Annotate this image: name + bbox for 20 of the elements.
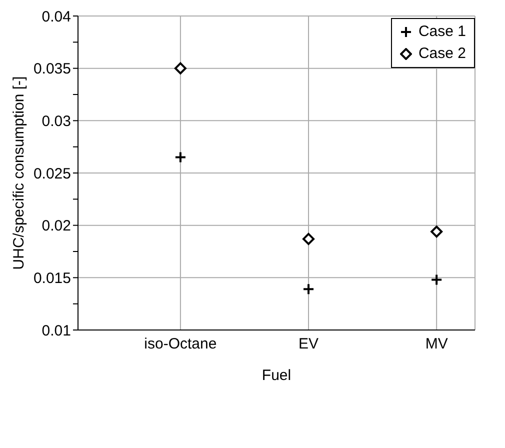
- x-tick-label: EV: [298, 336, 319, 353]
- point: [174, 151, 186, 164]
- y-tick-label: 0.025: [33, 165, 71, 182]
- x-axis-title: Fuel: [262, 367, 292, 384]
- point: [174, 62, 186, 74]
- y-tick-label: 0.015: [33, 270, 71, 287]
- y-tick-label: 0.02: [42, 218, 71, 235]
- y-tick-label: 0.035: [33, 60, 71, 78]
- point: [430, 274, 443, 286]
- y-axis-title: UHC/specific consumption [-]: [10, 76, 28, 270]
- y-tick-label: 0.03: [42, 112, 71, 130]
- x-tick-label: iso-Octane: [144, 336, 217, 353]
- point: [302, 232, 315, 245]
- point: [430, 226, 443, 238]
- point: [302, 283, 315, 296]
- y-tick-label: 0.01: [42, 322, 71, 340]
- x-tick-label: MV: [425, 336, 448, 353]
- y-tick-label: 0.04: [42, 8, 71, 26]
- legend-label: Case 1: [418, 22, 466, 42]
- legend-label: Case 2: [418, 44, 466, 64]
